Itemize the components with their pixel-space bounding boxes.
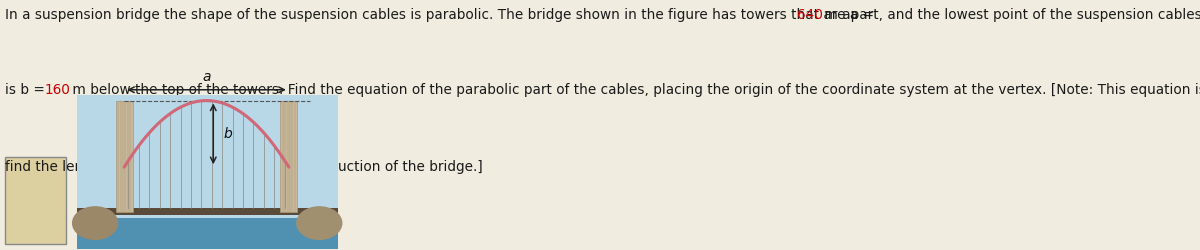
Text: b: b <box>223 127 232 141</box>
Bar <box>5 157 66 244</box>
Text: m apart, and the lowest point of the suspension cables: m apart, and the lowest point of the sus… <box>820 8 1200 22</box>
Ellipse shape <box>296 206 342 240</box>
Text: In a suspension bridge the shape of the suspension cables is parabolic. The brid: In a suspension bridge the shape of the … <box>5 8 878 22</box>
Text: is b =: is b = <box>5 83 49 97</box>
Bar <box>281 100 298 212</box>
Text: 640: 640 <box>797 8 822 22</box>
Text: find the length of the cable needed in the construction of the bridge.]: find the length of the cable needed in t… <box>5 160 482 174</box>
Bar <box>115 100 133 212</box>
Bar <box>77 218 338 249</box>
Ellipse shape <box>72 206 119 240</box>
Text: m below the top of the towers. Find the equation of the parabolic part of the ca: m below the top of the towers. Find the … <box>68 83 1200 97</box>
Text: 160: 160 <box>46 83 71 97</box>
Bar <box>77 95 338 249</box>
Bar <box>77 208 338 216</box>
Text: a: a <box>203 70 211 84</box>
